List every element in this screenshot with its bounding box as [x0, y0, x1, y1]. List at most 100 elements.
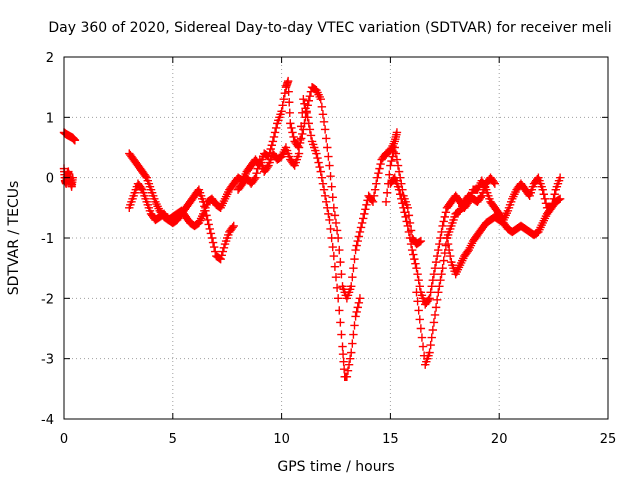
x-tick-label: 10: [273, 432, 290, 447]
data-point: [413, 297, 422, 306]
x-axis-label: GPS time / hours: [277, 459, 394, 475]
data-point: [348, 339, 357, 348]
data-point: [270, 128, 280, 137]
data-point: [268, 137, 278, 146]
data-point: [350, 321, 359, 330]
chart-title: Day 360 of 2020, Sidereal Day-to-day VTE…: [48, 20, 611, 36]
data-point: [316, 167, 325, 176]
data-point: [441, 208, 451, 217]
data-point: [405, 218, 415, 228]
data-point: [319, 185, 329, 194]
x-tick-label: 15: [382, 432, 399, 447]
data-point: [315, 162, 324, 172]
data-point: [427, 282, 436, 291]
data-point: [429, 270, 439, 279]
data-point: [397, 179, 406, 188]
data-point: [216, 254, 225, 264]
data-point: [430, 310, 440, 320]
data-point: [404, 211, 414, 220]
data-point: [432, 251, 442, 261]
data-point: [305, 92, 315, 101]
data-point: [343, 366, 353, 375]
data-point: [317, 173, 327, 182]
data-point: [392, 128, 402, 137]
y-tick-label: -1: [41, 232, 54, 247]
data-point: [286, 119, 295, 128]
data-point: [267, 141, 277, 150]
data-point: [324, 209, 333, 219]
data-point: [331, 273, 341, 282]
data-point: [375, 164, 384, 173]
data-point: [373, 173, 382, 182]
data-point: [381, 197, 391, 206]
data-point: [395, 173, 405, 182]
data-point: [426, 340, 435, 350]
data-point: [407, 245, 417, 255]
data-point: [314, 158, 323, 167]
data-point: [555, 194, 565, 203]
data-point: [339, 365, 349, 374]
data-point: [406, 226, 416, 235]
data-point: [288, 128, 297, 137]
data-point: [415, 237, 424, 246]
data-point: [289, 132, 298, 142]
data-point: [305, 125, 315, 134]
data-point: [219, 243, 229, 253]
data-point: [323, 203, 332, 213]
x-axis-ticks: 0 5 10 15 20 25: [60, 57, 616, 447]
data-point: [367, 196, 377, 205]
data-point: [312, 149, 321, 158]
data-point: [394, 167, 404, 176]
data-point: [320, 191, 330, 200]
data-point: [412, 288, 421, 297]
data-point: [413, 270, 422, 279]
data-point: [317, 102, 327, 111]
data-point: [327, 182, 336, 191]
data-point: [393, 161, 403, 170]
data-point: [322, 134, 331, 143]
data-point: [294, 149, 304, 158]
data-point: [425, 294, 434, 303]
data-point: [435, 282, 444, 291]
data-point: [327, 233, 336, 243]
data-point: [411, 259, 420, 268]
data-point: [418, 342, 428, 351]
data-point: [439, 217, 448, 226]
data-point: [370, 185, 380, 194]
data-point: [209, 242, 219, 252]
data-point: [284, 87, 293, 96]
data-point: [438, 263, 447, 273]
data-point: [345, 354, 355, 363]
data-point: [208, 238, 218, 247]
data-point: [555, 173, 565, 182]
data-point: [70, 136, 80, 145]
data-point: [335, 306, 344, 315]
y-tick-label: -4: [41, 413, 54, 428]
data-point: [316, 95, 325, 104]
data-point: [325, 215, 334, 225]
data-point: [415, 282, 424, 291]
data-point: [349, 330, 358, 339]
data-point: [277, 107, 286, 116]
x-tick-label: 20: [491, 432, 508, 447]
data-point: [354, 298, 364, 308]
data-point: [369, 191, 379, 200]
data-point: [376, 159, 385, 169]
data-point: [68, 173, 77, 182]
data-point: [374, 168, 383, 178]
data-point: [554, 195, 564, 204]
data-point: [385, 170, 394, 179]
data-point: [271, 123, 281, 133]
data-point: [296, 134, 306, 143]
data-point: [280, 89, 290, 98]
x-tick-label: 0: [60, 432, 68, 447]
data-point: [318, 110, 328, 119]
data-point: [550, 190, 559, 199]
data-point: [442, 233, 452, 243]
data-point: [434, 245, 443, 255]
data-point: [387, 156, 396, 166]
data-point: [415, 315, 424, 324]
data-point: [540, 194, 550, 203]
data-point: [320, 125, 330, 134]
data-point: [300, 99, 309, 108]
